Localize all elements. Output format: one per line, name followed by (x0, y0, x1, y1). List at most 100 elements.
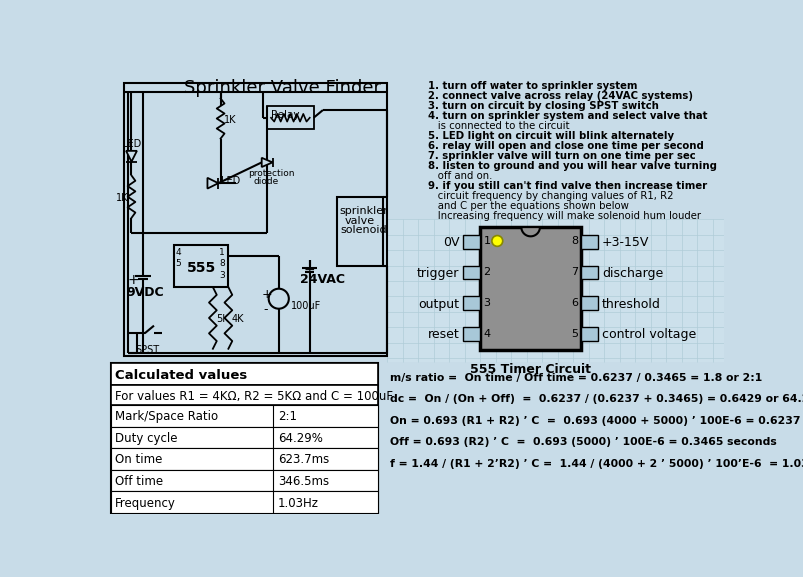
Text: m/s ratio =  On time / Off time = 0.6237 / 0.3465 = 1.8 or 2:1: m/s ratio = On time / Off time = 0.6237 … (389, 373, 761, 383)
Bar (463, 327, 479, 341)
Text: 64.29%: 64.29% (278, 432, 323, 445)
Text: 8: 8 (570, 237, 577, 246)
Text: Increasing frequency will make solenoid hum louder: Increasing frequency will make solenoid … (427, 211, 699, 221)
Text: For values R1 = 4KΩ, R2 = 5KΩ and C = 100uF: For values R1 = 4KΩ, R2 = 5KΩ and C = 10… (115, 389, 393, 403)
Text: trigger: trigger (417, 267, 459, 280)
Bar (336, 197, 383, 267)
Text: On time: On time (115, 454, 162, 466)
Text: solenoid: solenoid (340, 225, 387, 235)
Text: +3-15V: +3-15V (601, 236, 649, 249)
Text: reset: reset (427, 328, 459, 342)
Text: output: output (418, 298, 459, 310)
Text: 5K: 5K (216, 314, 228, 324)
Text: On = 0.693 (R1 + R2) ’ C  =  0.693 (4000 + 5000) ’ 100E-6 = 0.6237 seconds: On = 0.693 (R1 + R2) ’ C = 0.693 (4000 +… (389, 416, 803, 426)
Text: -: - (263, 302, 267, 316)
Text: 6: 6 (570, 298, 577, 308)
Bar (463, 297, 479, 310)
Text: 1. turn off water to sprinkler system: 1. turn off water to sprinkler system (427, 81, 636, 91)
Text: 9VDC: 9VDC (126, 286, 164, 299)
Text: 1: 1 (218, 248, 225, 257)
Bar (124, 83, 387, 357)
Text: 2. connect valve across relay (24VAC systems): 2. connect valve across relay (24VAC sys… (427, 91, 691, 101)
Text: 1.03Hz: 1.03Hz (278, 497, 319, 509)
Bar (174, 245, 228, 287)
Bar (387, 219, 723, 362)
Text: 3: 3 (483, 298, 490, 308)
Text: 6. relay will open and close one time per second: 6. relay will open and close one time pe… (427, 141, 703, 151)
Text: 0V: 0V (442, 236, 459, 249)
Text: LED: LED (122, 139, 141, 149)
Bar (111, 364, 377, 513)
Text: dc =  On / (On + Off)  =  0.6237 / (0.6237 + 0.3465) = 0.6429 or 64.29%: dc = On / (On + Off) = 0.6237 / (0.6237 … (389, 394, 803, 404)
Text: 5: 5 (570, 329, 577, 339)
Circle shape (268, 288, 288, 309)
Text: control voltage: control voltage (601, 328, 695, 342)
Text: threshold: threshold (601, 298, 660, 310)
Polygon shape (261, 158, 272, 167)
Bar (463, 235, 479, 249)
Text: +: + (128, 273, 139, 287)
Bar (463, 265, 479, 279)
Text: diode: diode (253, 177, 278, 186)
Text: 2:1: 2:1 (278, 410, 296, 424)
Bar (267, 106, 313, 129)
Text: off and on.: off and on. (427, 171, 491, 181)
Polygon shape (520, 227, 540, 237)
Text: 555 Timer Circuit: 555 Timer Circuit (470, 362, 590, 376)
Text: 1: 1 (483, 237, 490, 246)
Text: discharge: discharge (601, 267, 662, 280)
Circle shape (491, 235, 502, 246)
Text: 4: 4 (176, 248, 181, 257)
Polygon shape (207, 178, 218, 189)
Text: LED: LED (220, 175, 239, 185)
Text: Off time: Off time (115, 475, 163, 488)
Text: 8. listen to ground and you will hear valve turning: 8. listen to ground and you will hear va… (427, 161, 715, 171)
Text: +: + (261, 288, 272, 301)
Text: 3: 3 (218, 271, 225, 280)
Bar (581, 235, 597, 249)
Text: 623.7ms: 623.7ms (278, 454, 328, 466)
Text: is connected to the circuit: is connected to the circuit (427, 121, 569, 131)
Text: protection: protection (247, 169, 294, 178)
Bar (581, 297, 597, 310)
Text: and C per the equations shown below: and C per the equations shown below (427, 201, 628, 211)
Bar (111, 385, 377, 405)
Text: Mark/Space Ratio: Mark/Space Ratio (115, 410, 218, 424)
Text: 5: 5 (176, 258, 181, 268)
Text: Calculated values: Calculated values (115, 369, 247, 382)
Bar (581, 327, 597, 341)
Bar (479, 227, 581, 350)
Text: Relay: Relay (271, 110, 300, 120)
Text: 346.5ms: 346.5ms (278, 475, 328, 488)
Text: 24VAC: 24VAC (300, 273, 345, 286)
Text: circuit frequency by changing values of R1, R2: circuit frequency by changing values of … (427, 191, 672, 201)
Text: 8: 8 (218, 258, 225, 268)
Text: +: + (304, 263, 315, 276)
Bar (111, 448, 377, 470)
Text: 7: 7 (570, 267, 577, 277)
Bar (111, 364, 377, 385)
Text: 2: 2 (483, 267, 490, 277)
Text: 4. turn on sprinkler system and select valve that: 4. turn on sprinkler system and select v… (427, 111, 706, 121)
Text: 4K: 4K (231, 314, 243, 324)
Text: Frequency: Frequency (115, 497, 176, 509)
Text: 3. turn on circuit by closing SPST switch: 3. turn on circuit by closing SPST switc… (427, 101, 658, 111)
Text: Sprinkler Valve Finder: Sprinkler Valve Finder (184, 79, 381, 98)
Text: 1K: 1K (116, 193, 128, 203)
Bar (111, 491, 377, 513)
Text: 1K: 1K (223, 115, 236, 125)
Text: sprinkler: sprinkler (339, 207, 388, 216)
Text: 5. LED light on circuit will blink alternately: 5. LED light on circuit will blink alter… (427, 131, 673, 141)
Text: Off = 0.693 (R2) ’ C  =  0.693 (5000) ’ 100E-6 = 0.3465 seconds: Off = 0.693 (R2) ’ C = 0.693 (5000) ’ 10… (389, 437, 776, 447)
Text: 100uF: 100uF (291, 301, 321, 311)
Bar (581, 265, 597, 279)
Text: f = 1.44 / (R1 + 2’R2) ’ C =  1.44 / (4000 + 2 ’ 5000) ’ 100’E-6  = 1.03Hz: f = 1.44 / (R1 + 2’R2) ’ C = 1.44 / (400… (389, 459, 803, 469)
Polygon shape (126, 151, 137, 162)
Text: 7. sprinkler valve will turn on one time per sec: 7. sprinkler valve will turn on one time… (427, 151, 695, 161)
Bar (111, 470, 377, 491)
Text: valve: valve (344, 216, 374, 226)
Text: Duty cycle: Duty cycle (115, 432, 177, 445)
Bar (111, 405, 377, 426)
Text: 4: 4 (483, 329, 490, 339)
Text: SPST: SPST (135, 345, 159, 355)
